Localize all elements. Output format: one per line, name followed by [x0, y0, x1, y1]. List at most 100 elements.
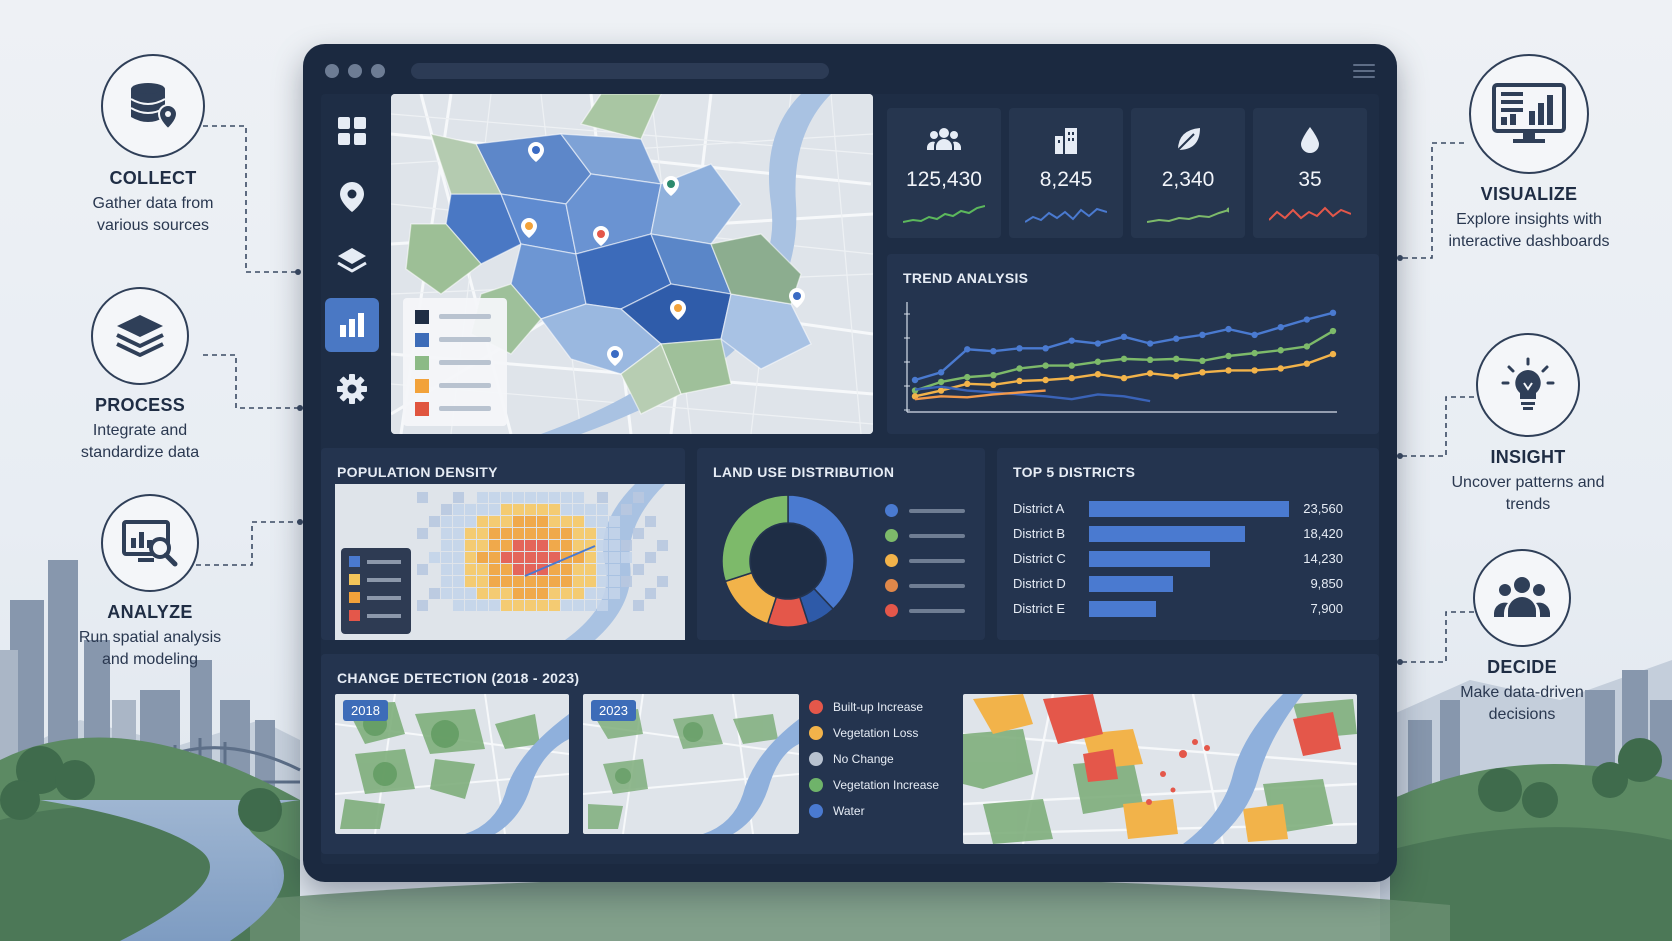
heatmap-cell — [477, 564, 488, 575]
heatmap-cell — [525, 528, 536, 539]
trend-point[interactable] — [1303, 360, 1311, 367]
trend-point[interactable] — [1251, 367, 1258, 374]
heatmap-cell — [465, 528, 476, 539]
trend-point[interactable] — [1146, 370, 1154, 377]
district-row[interactable]: District B 18,420 — [1013, 523, 1343, 545]
panel-title: TOP 5 DISTRICTS — [1013, 464, 1136, 480]
sidebar-item-location[interactable] — [325, 170, 379, 224]
top-districts-panel: TOP 5 DISTRICTS District A 23,560 District… — [997, 448, 1379, 640]
trend-point[interactable] — [1068, 337, 1075, 344]
trend-point[interactable] — [1199, 331, 1206, 339]
sidebar-item-grid[interactable] — [325, 104, 379, 158]
trend-point[interactable] — [1094, 358, 1102, 365]
donut-slice[interactable] — [721, 494, 789, 583]
trend-point[interactable] — [1146, 340, 1154, 347]
district-bar — [1089, 501, 1289, 517]
population-heatmap[interactable] — [335, 484, 685, 640]
trend-point[interactable] — [1329, 327, 1337, 335]
heatmap-cell — [489, 492, 500, 503]
heatmap-cell — [489, 516, 500, 527]
trend-point[interactable] — [990, 348, 997, 355]
heatmap-cell — [465, 576, 476, 587]
trend-point[interactable] — [1225, 352, 1232, 360]
trend-point[interactable] — [990, 372, 997, 379]
menu-icon[interactable] — [1353, 64, 1375, 80]
trend-point[interactable] — [1225, 367, 1232, 374]
trend-point[interactable] — [1146, 356, 1154, 364]
heatmap-cell — [441, 516, 452, 527]
trend-point[interactable] — [911, 376, 919, 384]
trend-point[interactable] — [1173, 335, 1180, 342]
trend-point[interactable] — [1199, 369, 1206, 376]
heatmap-cell — [585, 564, 596, 575]
trend-point[interactable] — [1329, 309, 1337, 316]
heatmap-cell — [561, 540, 572, 551]
trend-point[interactable] — [1094, 371, 1102, 378]
trend-point[interactable] — [1068, 374, 1075, 382]
trend-point[interactable] — [1277, 347, 1284, 354]
trend-point[interactable] — [1251, 331, 1258, 339]
window-dot[interactable] — [371, 64, 385, 78]
trend-point[interactable] — [1303, 343, 1311, 350]
trend-point[interactable] — [1199, 357, 1206, 364]
district-map[interactable] — [391, 94, 873, 434]
donut-slice[interactable] — [787, 494, 855, 611]
trend-line-chart[interactable] — [887, 254, 1379, 434]
heatmap-cell — [537, 516, 548, 527]
district-row[interactable]: District C 14,230 — [1013, 548, 1343, 570]
sidebar-item-analytics[interactable] — [325, 298, 379, 352]
map-2023[interactable]: 2023 — [583, 694, 799, 834]
heatmap-cell — [549, 492, 560, 503]
heatmap-cell — [561, 504, 572, 515]
trend-point[interactable] — [1042, 362, 1049, 369]
gear-icon — [337, 374, 367, 404]
trend-point[interactable] — [990, 381, 997, 388]
heatmap-cell — [477, 576, 488, 587]
district-row[interactable]: District A 23,560 — [1013, 498, 1343, 520]
trend-point[interactable] — [1094, 340, 1102, 347]
district-row[interactable]: District D 9,850 — [1013, 573, 1343, 595]
trend-point[interactable] — [937, 369, 945, 376]
trend-point[interactable] — [964, 380, 971, 388]
trend-point[interactable] — [937, 387, 945, 394]
trend-point[interactable] — [1016, 365, 1023, 372]
heatmap-cell — [621, 504, 632, 515]
trend-point[interactable] — [1120, 355, 1128, 363]
heatmap-cell — [561, 564, 572, 575]
stat-card[interactable]: 125,430 — [887, 108, 1001, 238]
trend-point[interactable] — [1016, 377, 1023, 385]
trend-point[interactable] — [1277, 365, 1284, 372]
stat-card[interactable]: 8,245 — [1009, 108, 1123, 238]
map-2018[interactable]: 2018 — [335, 694, 569, 834]
stat-card[interactable]: 35 — [1253, 108, 1367, 238]
trend-point[interactable] — [1173, 372, 1180, 380]
sidebar-item-layers[interactable] — [325, 234, 379, 288]
window-dot[interactable] — [348, 64, 362, 78]
trend-point[interactable] — [1303, 316, 1311, 323]
window-dot[interactable] — [325, 64, 339, 78]
trend-point[interactable] — [964, 373, 971, 381]
trend-point[interactable] — [1016, 345, 1023, 352]
address-bar[interactable] — [411, 63, 829, 79]
trend-point[interactable] — [1173, 355, 1180, 363]
trend-point[interactable] — [1329, 350, 1337, 358]
district-row[interactable]: District E 7,900 — [1013, 598, 1343, 620]
map-marker[interactable] — [521, 142, 805, 366]
trend-point[interactable] — [937, 378, 945, 386]
trend-point[interactable] — [1120, 333, 1128, 340]
sidebar-item-settings[interactable] — [325, 362, 379, 416]
trend-point[interactable] — [1277, 324, 1284, 331]
trend-point[interactable] — [964, 346, 971, 353]
heatmap-cell — [573, 552, 584, 563]
trend-point[interactable] — [1251, 349, 1258, 357]
trend-point[interactable] — [1068, 362, 1075, 369]
trend-point[interactable] — [1225, 325, 1232, 333]
stat-card[interactable]: 2,340 — [1131, 108, 1245, 238]
trend-point[interactable] — [1042, 345, 1049, 352]
trend-point[interactable] — [1042, 376, 1049, 384]
heatmap-legend — [341, 548, 411, 634]
change-map[interactable] — [963, 694, 1357, 844]
land-use-donut-chart[interactable] — [713, 486, 863, 636]
trend-point[interactable] — [1120, 374, 1128, 382]
panel-title: TREND ANALYSIS — [903, 270, 1029, 286]
